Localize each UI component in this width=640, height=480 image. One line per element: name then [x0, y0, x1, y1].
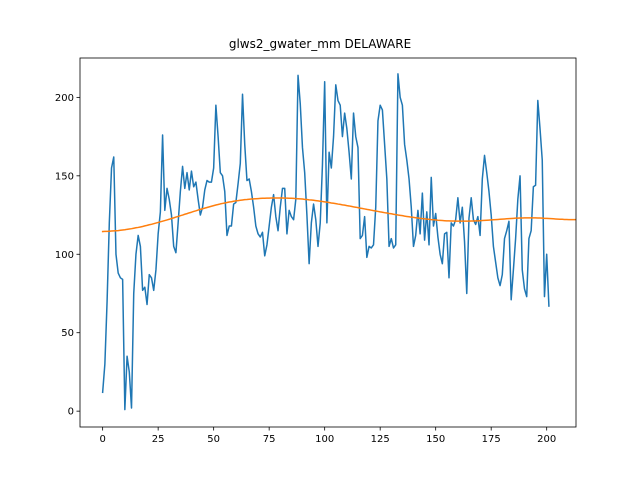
x-tick-label: 100 [315, 434, 334, 445]
x-tick-label: 0 [99, 434, 105, 445]
x-tick-label: 125 [371, 434, 390, 445]
chart-title: glws2_gwater_mm DELAWARE [229, 37, 411, 51]
x-tick-label: 175 [482, 434, 501, 445]
y-tick-label: 200 [55, 93, 74, 104]
y-tick-label: 0 [68, 407, 74, 418]
x-tick-label: 50 [207, 434, 220, 445]
x-tick-label: 25 [152, 434, 165, 445]
axes-frame [79, 57, 577, 428]
x-tick-label: 200 [537, 434, 556, 445]
y-tick-label: 150 [55, 171, 74, 182]
x-tick-label: 150 [426, 434, 445, 445]
series-line-2 [101, 197, 576, 233]
y-tick-label: 100 [55, 250, 74, 261]
x-tick-label: 75 [263, 434, 276, 445]
series-line-1 [101, 73, 550, 411]
y-tick-label: 50 [61, 328, 74, 339]
